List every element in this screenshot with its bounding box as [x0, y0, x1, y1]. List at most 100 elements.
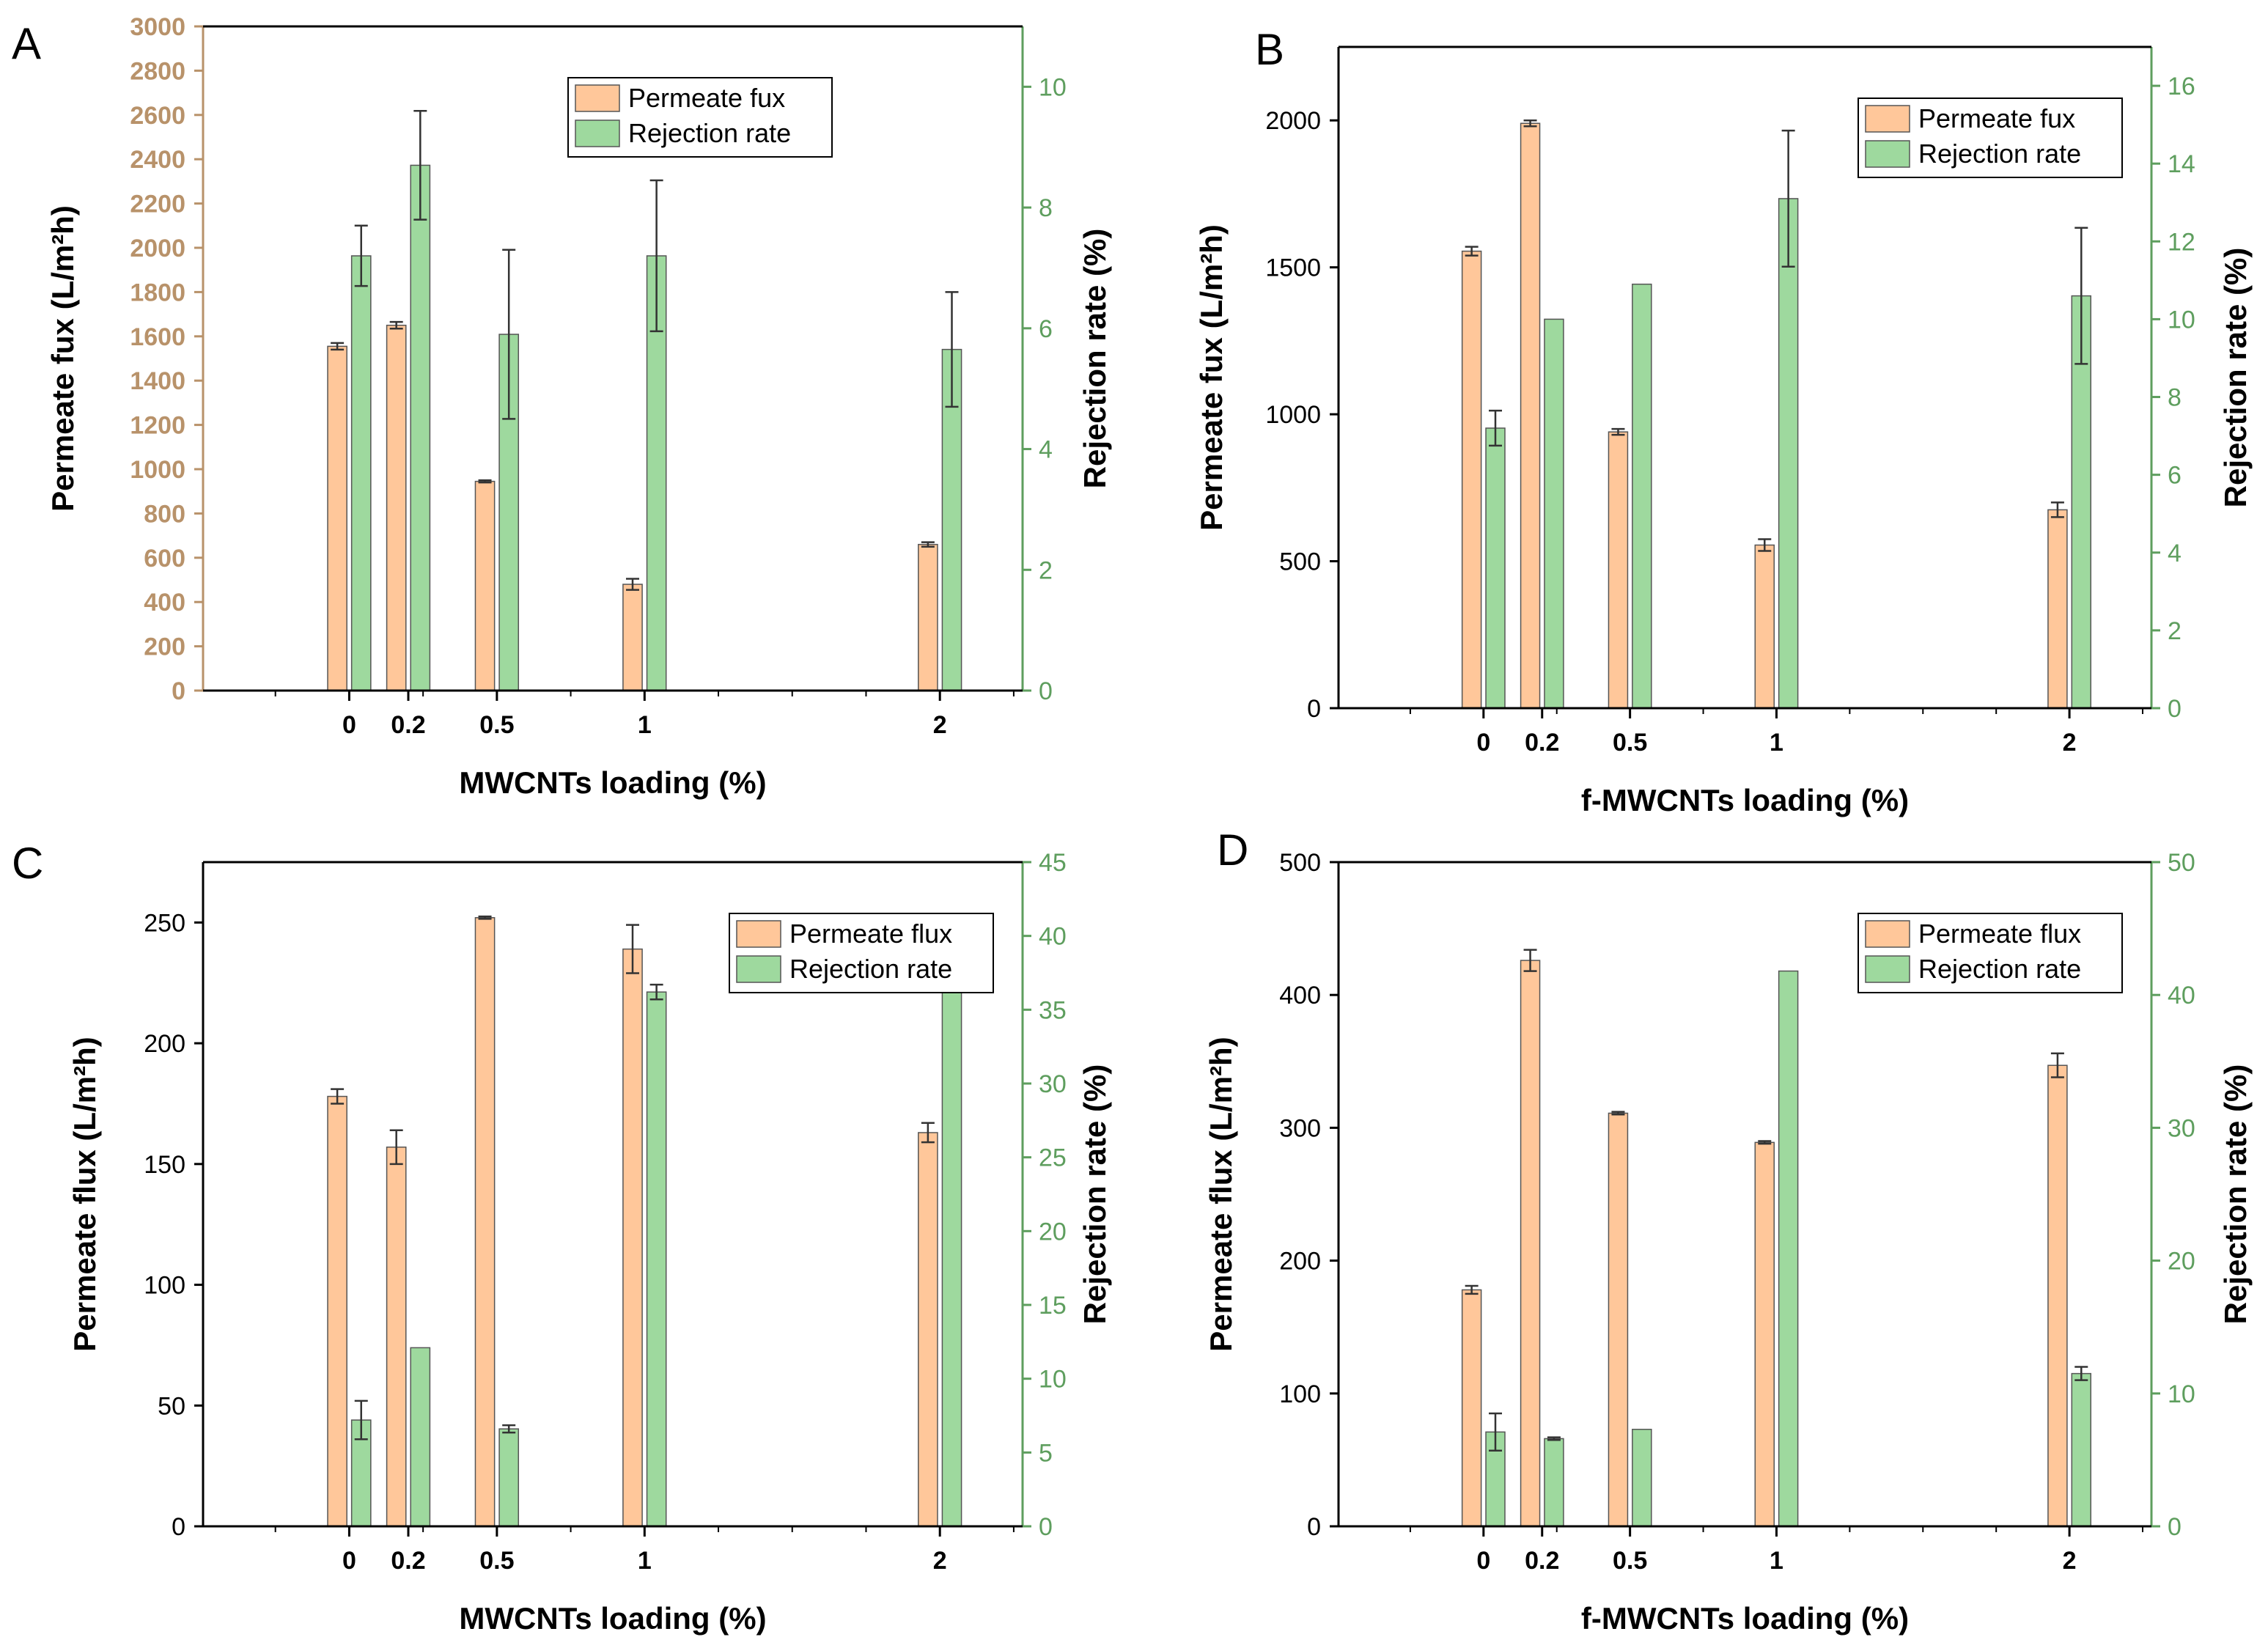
rejection-bar-0.5 [1632, 283, 1652, 709]
left-tick-label: 100 [144, 1272, 185, 1300]
rejection-error-bar-1 [649, 179, 663, 333]
right-tick-label: 40 [2168, 982, 2195, 1009]
legend-swatch-rejection [1865, 955, 1910, 983]
right-axis-title: Rejection rate (%) [1078, 1064, 1112, 1325]
series-rejection [350, 933, 962, 1527]
flux-bar-0.5 [1608, 1112, 1629, 1527]
series-rejection [1485, 129, 2092, 709]
left-axis-title: Permeate flux (L/m²h) [1204, 1037, 1238, 1351]
rejection-bar-1 [1778, 198, 1799, 709]
x-tick-label: 0.5 [1613, 729, 1647, 757]
flux-error-bar-0.2 [389, 320, 403, 330]
right-tick-label: 50 [2168, 849, 2195, 877]
x-tick-label: 0.5 [479, 711, 514, 739]
x-axis-title: MWCNTs loading (%) [459, 765, 766, 800]
legend-swatch-flux [1865, 920, 1910, 948]
right-tick-label: 2 [2168, 617, 2182, 645]
left-tick-label: 150 [144, 1151, 185, 1179]
legend-swatch-rejection [736, 955, 781, 983]
right-tick-label: 45 [1039, 849, 1067, 877]
flux-error-bar-0.5 [1611, 1111, 1625, 1116]
panel-c: C 0 50 100 150 200 250 0 5 10 15 20 25 30 35 40 45 0 0.2 0.… [12, 839, 1112, 1636]
right-tick-label: 10 [2168, 306, 2195, 334]
flux-bar-1 [622, 584, 643, 691]
rejection-error-bar-0 [1489, 1412, 1503, 1452]
flux-error-bar-0.2 [1523, 949, 1537, 972]
right-tick-label: 25 [1039, 1144, 1067, 1172]
flux-bar-0.2 [1520, 960, 1541, 1527]
rejection-bar-0 [1485, 427, 1506, 709]
rejection-bar-0.2 [410, 1347, 431, 1527]
right-tick-label: 8 [1039, 194, 1053, 222]
left-tick-label: 500 [1279, 548, 1321, 576]
right-tick-label: 14 [2168, 150, 2195, 178]
rejection-error-bar-2 [2074, 227, 2088, 365]
flux-bar-2 [918, 1132, 938, 1527]
right-tick-label: 30 [1039, 1070, 1067, 1098]
flux-error-bar-0.2 [1523, 119, 1537, 128]
right-tick-label: 0 [2168, 1513, 2182, 1541]
left-tick-label: 3000 [130, 13, 185, 41]
x-tick-label: 1 [1770, 1547, 1783, 1575]
flux-error-bar-0.5 [1611, 427, 1625, 436]
flux-error-bar-1 [1758, 538, 1772, 552]
right-axis-title: Rejection rate (%) [2218, 1064, 2253, 1325]
right-tick-label: 0 [2168, 695, 2182, 723]
rejection-bar-2 [941, 933, 962, 1527]
right-tick-label: 10 [2168, 1380, 2195, 1408]
flux-error-bar-1 [1758, 1140, 1772, 1145]
rejection-bar-0.5 [1632, 1428, 1652, 1527]
legend: Permeate flux Rejection rate [729, 913, 994, 993]
left-tick-label: 1500 [1265, 254, 1321, 282]
flux-error-bar-0 [1465, 246, 1479, 257]
right-tick-label: 0 [1039, 1513, 1053, 1541]
flux-bar-0.2 [386, 1147, 407, 1527]
flux-error-bar-2 [2050, 501, 2064, 518]
legend-label-flux: Permeate flux [789, 919, 952, 949]
left-tick-label: 1400 [130, 367, 185, 395]
left-tick-label: 0 [172, 677, 185, 705]
rejection-error-bar-0.5 [502, 249, 516, 420]
series-flux [1461, 119, 2068, 709]
rejection-bar-0.2 [1544, 1438, 1564, 1527]
left-tick-label: 2400 [130, 146, 185, 174]
flux-bar-0 [327, 1095, 347, 1527]
right-tick-label: 40 [1039, 923, 1067, 951]
rejection-bar-1 [646, 991, 667, 1527]
flux-bar-0.5 [1608, 431, 1629, 709]
legend-label-flux: Permeate flux [1918, 919, 2081, 949]
left-tick-label: 0 [1307, 695, 1321, 723]
left-tick-label: 50 [158, 1392, 185, 1420]
flux-error-bar-1 [625, 924, 639, 974]
flux-bar-1 [1754, 544, 1775, 709]
legend-swatch-rejection [1865, 140, 1910, 168]
x-tick-label: 0 [342, 1547, 356, 1575]
right-tick-label: 20 [1039, 1218, 1067, 1246]
legend-label-flux: Permeate fux [1918, 103, 2075, 133]
flux-bar-0.5 [474, 480, 496, 691]
left-tick-label: 2000 [1265, 107, 1321, 135]
panel-label: C [12, 839, 43, 888]
rejection-bar-0.2 [410, 164, 431, 691]
right-tick-label: 2 [1039, 556, 1053, 584]
rejection-error-bar-2 [945, 291, 959, 408]
legend: Permeate flux Rejection rate [1858, 913, 2123, 993]
flux-error-bar-0.5 [478, 479, 492, 484]
x-axis-title: f-MWCNTs loading (%) [1581, 783, 1909, 817]
flux-error-bar-1 [625, 578, 639, 591]
flux-error-bar-0 [331, 1088, 345, 1105]
flux-error-bar-2 [2050, 1052, 2064, 1078]
flux-bar-2 [918, 543, 938, 691]
left-tick-label: 200 [1279, 1248, 1321, 1276]
flux-bar-2 [2047, 509, 2068, 709]
panel-label: A [12, 19, 41, 68]
series-flux [327, 915, 938, 1527]
legend-swatch-flux [575, 84, 620, 112]
x-tick-label: 2 [2063, 729, 2077, 757]
rejection-error-bar-1 [649, 983, 663, 1001]
left-tick-label: 400 [144, 589, 185, 617]
rejection-error-bar-0.2 [1547, 1436, 1561, 1441]
left-tick-label: 2600 [130, 102, 185, 130]
